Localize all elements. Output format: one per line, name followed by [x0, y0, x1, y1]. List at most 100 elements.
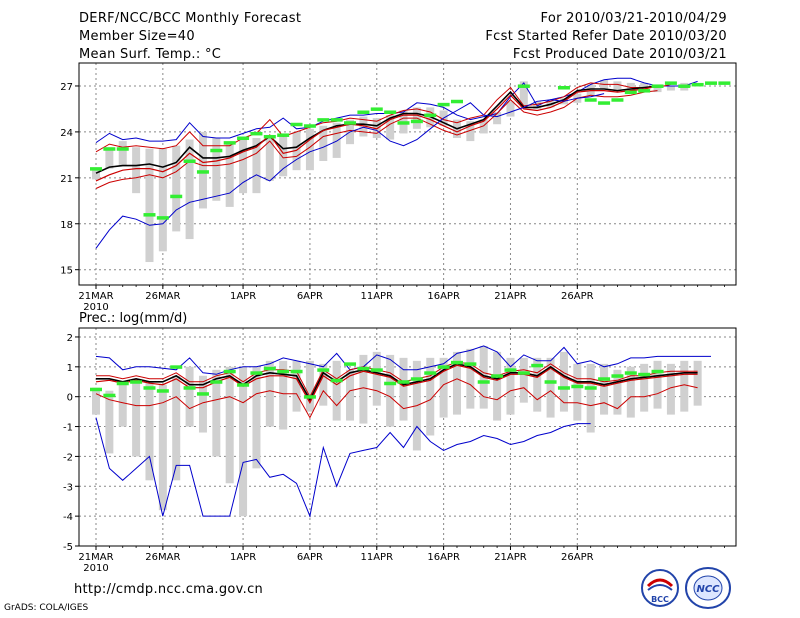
temp-bar-1: [105, 147, 114, 169]
temp-marker-23: [410, 119, 423, 124]
temp-marker-4: [156, 216, 169, 220]
prec-xtick-label-1: 26MAR: [145, 552, 180, 563]
prec-marker-12: [250, 371, 263, 375]
prec-marker-19: [344, 362, 357, 366]
temp-marker-20: [370, 107, 383, 111]
prec-line-upper: [96, 361, 698, 398]
temp-bar-30: [493, 111, 502, 125]
temp-marker-26: [450, 99, 463, 104]
temp-bar-0: [92, 168, 100, 180]
temp-marker-2: [116, 147, 129, 151]
prec-marker-39: [611, 374, 624, 378]
prec-bar-25: [426, 357, 435, 436]
temp-bar-8: [198, 131, 207, 209]
temp-bar-11: [239, 139, 248, 194]
temp-bar-17: [319, 125, 328, 161]
prec-marker-33: [531, 363, 544, 368]
prec-marker-10: [223, 369, 236, 374]
prec-bar-37: [586, 363, 595, 433]
temp-marker-38: [705, 81, 718, 85]
prec-bar-13: [265, 360, 274, 427]
prec-bar-27: [452, 351, 461, 415]
prec-ytick-label-6: 1: [67, 363, 73, 374]
temp-xtick-label-1: 26MAR: [145, 291, 180, 302]
temp-line-mean: [95, 85, 658, 174]
temp-xtick-label-4: 11APR: [360, 291, 393, 302]
temp-marker-24: [424, 113, 437, 118]
temp-bar-10: [225, 144, 234, 207]
prec-bar-9: [212, 369, 221, 457]
prec-bar-10: [225, 366, 234, 484]
temp-marker-6: [183, 159, 196, 163]
prec-ytick-label-3: -2: [63, 452, 73, 463]
temp-marker-16: [317, 118, 330, 122]
prec-marker-22: [384, 381, 397, 386]
temp-marker-29: [584, 98, 597, 102]
prec-marker-36: [571, 384, 584, 389]
prec-bar-45: [693, 360, 702, 406]
prec-marker-27: [450, 360, 463, 365]
temp-marker-27: [517, 84, 530, 88]
temp-marker-0: [90, 167, 102, 171]
prec-line-mean: [96, 362, 698, 402]
temp-ytick-label-0: 15: [60, 266, 73, 277]
temp-bar-43: [666, 85, 675, 91]
prec-bar-43: [666, 363, 675, 415]
prec-marker-9: [210, 380, 223, 384]
prec-bar-42: [653, 360, 662, 409]
source-url[interactable]: http://cmdp.ncc.cma.gov.cn: [74, 582, 264, 597]
temp-marker-1: [103, 147, 116, 151]
temp-bar-29: [479, 119, 488, 134]
temp-bar-7: [185, 139, 194, 240]
prec-bar-36: [573, 363, 582, 421]
temp-marker-19: [357, 110, 370, 114]
temp-marker-12: [263, 134, 276, 139]
prec-xtick-label-3: 6APR: [297, 552, 323, 563]
prec-marker-5: [156, 389, 169, 393]
temp-ytick-label-2: 21: [60, 174, 73, 185]
temp-bar-12: [252, 138, 261, 194]
prec-bar-33: [533, 357, 542, 412]
temp-bar-9: [212, 138, 221, 201]
prec-bar-18: [332, 360, 341, 421]
prec-bar-8: [198, 375, 207, 433]
prec-marker-38: [598, 377, 611, 381]
temp-bar-28: [466, 121, 475, 142]
prec-frame: [78, 327, 737, 547]
temp-bar-31: [506, 101, 515, 117]
temp-bar-13: [265, 134, 274, 181]
temp-marker-22: [397, 121, 410, 125]
bcc-logo-text: BCC: [651, 595, 669, 604]
temp-line-upper: [95, 82, 672, 153]
prec-bar-26: [439, 357, 448, 418]
temp-bar-40: [626, 82, 635, 91]
temp-bar-6: [172, 145, 181, 232]
prec-line-median: [95, 364, 698, 404]
prec-marker-8: [196, 392, 209, 396]
prec-marker-31: [504, 368, 517, 372]
prec-bar-44: [680, 360, 689, 412]
prec-marker-14: [277, 369, 290, 374]
prec-marker-30: [491, 374, 504, 378]
temp-marker-37: [691, 82, 704, 87]
temp-bar-18: [332, 122, 341, 158]
prec-bar-20: [359, 354, 368, 424]
prec-xtick-label-2: 1APR: [230, 552, 256, 563]
temp-marker-13: [277, 133, 290, 137]
temp-xtick-label-6: 21APR: [494, 291, 527, 302]
prec-marker-37: [584, 386, 597, 390]
prec-xtick-label-7: 26APR: [561, 552, 594, 563]
temp-bar-39: [613, 81, 622, 90]
temp-marker-36: [678, 84, 691, 88]
temp-marker-9: [223, 141, 236, 145]
temp-marker-33: [638, 89, 651, 93]
prec-marker-6: [170, 365, 183, 369]
prec-xyear-label: 2010: [83, 563, 108, 574]
temp-ytick-label-3: 24: [60, 128, 73, 139]
prec-bar-2: [118, 381, 127, 427]
prec-bar-40: [626, 366, 635, 418]
temp-bar-15: [292, 131, 301, 171]
prec-bar-22: [386, 354, 395, 427]
temp-bar-22: [386, 115, 395, 140]
temp-xtick-label-5: 16APR: [427, 291, 460, 302]
